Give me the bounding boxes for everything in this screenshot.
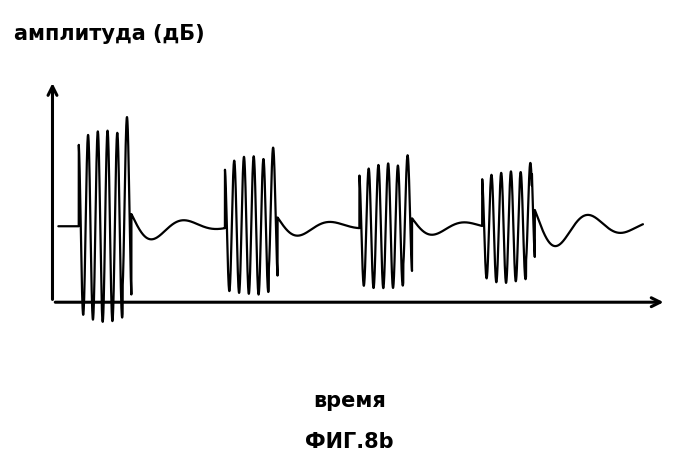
- Text: ФИГ.8b: ФИГ.8b: [305, 432, 394, 452]
- Text: время: время: [313, 391, 386, 411]
- Text: амплитуда (дБ): амплитуда (дБ): [14, 24, 205, 43]
